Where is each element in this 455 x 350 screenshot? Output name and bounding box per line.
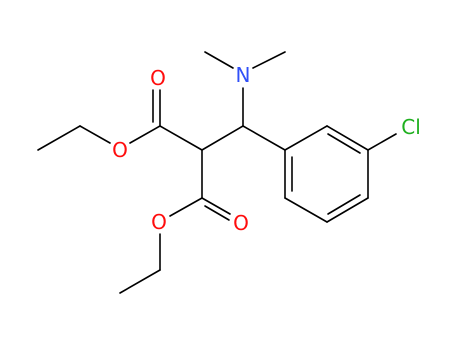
bond xyxy=(242,125,286,151)
bond xyxy=(79,125,111,144)
bond xyxy=(326,125,369,151)
bond xyxy=(284,197,328,223)
bond xyxy=(367,133,397,151)
atom-label: O xyxy=(112,138,128,162)
bonds xyxy=(37,51,397,294)
bond xyxy=(284,125,328,151)
bond xyxy=(252,51,286,69)
bond xyxy=(327,133,361,154)
bond xyxy=(327,194,361,215)
atom-label: Cl xyxy=(401,115,421,139)
bond xyxy=(159,125,203,151)
bond xyxy=(326,197,369,223)
bond xyxy=(37,125,81,151)
atom-label: N xyxy=(236,63,251,87)
bond xyxy=(201,125,244,151)
bond xyxy=(204,51,234,69)
bond xyxy=(169,197,203,217)
atom-label: O xyxy=(233,211,249,235)
bond xyxy=(204,205,230,221)
bond xyxy=(129,125,161,144)
atom-label: O xyxy=(151,210,167,234)
bond xyxy=(119,269,161,294)
bond xyxy=(201,197,231,215)
atom-label: O xyxy=(150,66,166,90)
